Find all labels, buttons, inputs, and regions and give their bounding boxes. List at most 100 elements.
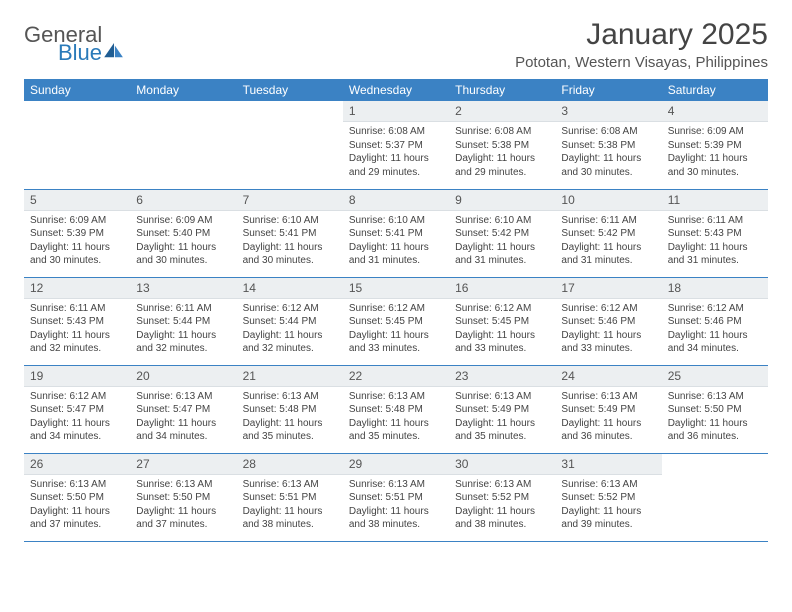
day-detail-line: Sunrise: 6:09 AM	[30, 214, 124, 228]
day-detail-line: Sunset: 5:44 PM	[243, 315, 337, 329]
day-detail-line: Daylight: 11 hours	[455, 329, 549, 343]
day-detail-line: Daylight: 11 hours	[243, 329, 337, 343]
day-details: Sunrise: 6:12 AMSunset: 5:44 PMDaylight:…	[237, 299, 343, 360]
day-detail-line: Sunrise: 6:08 AM	[349, 125, 443, 139]
day-details: Sunrise: 6:12 AMSunset: 5:47 PMDaylight:…	[24, 387, 130, 448]
calendar-day-cell: 10Sunrise: 6:11 AMSunset: 5:42 PMDayligh…	[555, 189, 661, 277]
day-number: 23	[449, 366, 555, 387]
day-detail-line: Sunrise: 6:13 AM	[561, 390, 655, 404]
calendar-day-cell: 1Sunrise: 6:08 AMSunset: 5:37 PMDaylight…	[343, 101, 449, 189]
day-details: Sunrise: 6:13 AMSunset: 5:48 PMDaylight:…	[343, 387, 449, 448]
day-detail-line: and 29 minutes.	[349, 166, 443, 180]
calendar-day-cell	[662, 453, 768, 541]
day-details: Sunrise: 6:13 AMSunset: 5:50 PMDaylight:…	[662, 387, 768, 448]
day-detail-line: Daylight: 11 hours	[561, 241, 655, 255]
day-detail-line: Sunset: 5:48 PM	[349, 403, 443, 417]
calendar-day-cell: 7Sunrise: 6:10 AMSunset: 5:41 PMDaylight…	[237, 189, 343, 277]
day-detail-line: Sunrise: 6:11 AM	[30, 302, 124, 316]
header: GeneralBlue January 2025 Pototan, Wester…	[24, 18, 768, 71]
calendar-day-cell: 19Sunrise: 6:12 AMSunset: 5:47 PMDayligh…	[24, 365, 130, 453]
day-detail-line: Daylight: 11 hours	[455, 152, 549, 166]
day-detail-line: Sunset: 5:45 PM	[455, 315, 549, 329]
day-detail-line: and 30 minutes.	[561, 166, 655, 180]
day-details: Sunrise: 6:10 AMSunset: 5:42 PMDaylight:…	[449, 211, 555, 272]
day-detail-line: Sunset: 5:41 PM	[243, 227, 337, 241]
calendar-day-cell: 14Sunrise: 6:12 AMSunset: 5:44 PMDayligh…	[237, 277, 343, 365]
day-number: 14	[237, 278, 343, 299]
calendar-day-cell: 3Sunrise: 6:08 AMSunset: 5:38 PMDaylight…	[555, 101, 661, 189]
calendar-day-cell	[24, 101, 130, 189]
day-detail-line: Sunrise: 6:09 AM	[136, 214, 230, 228]
month-title: January 2025	[515, 18, 768, 52]
day-detail-line: Daylight: 11 hours	[668, 241, 762, 255]
day-detail-line: and 31 minutes.	[349, 254, 443, 268]
day-number: 4	[662, 101, 768, 122]
day-number: 13	[130, 278, 236, 299]
day-detail-line: Daylight: 11 hours	[561, 505, 655, 519]
day-detail-line: and 34 minutes.	[30, 430, 124, 444]
calendar-week-row: 19Sunrise: 6:12 AMSunset: 5:47 PMDayligh…	[24, 365, 768, 453]
day-detail-line: Sunrise: 6:10 AM	[243, 214, 337, 228]
day-number: 19	[24, 366, 130, 387]
day-details: Sunrise: 6:09 AMSunset: 5:39 PMDaylight:…	[24, 211, 130, 272]
day-detail-line: Sunset: 5:48 PM	[243, 403, 337, 417]
day-details: Sunrise: 6:12 AMSunset: 5:45 PMDaylight:…	[449, 299, 555, 360]
day-detail-line: Daylight: 11 hours	[30, 329, 124, 343]
day-details: Sunrise: 6:13 AMSunset: 5:50 PMDaylight:…	[24, 475, 130, 536]
title-block: January 2025 Pototan, Western Visayas, P…	[515, 18, 768, 71]
day-detail-line: and 34 minutes.	[668, 342, 762, 356]
logo-text-blue: Blue	[58, 42, 102, 64]
day-detail-line: and 35 minutes.	[349, 430, 443, 444]
day-number: 8	[343, 190, 449, 211]
day-number: 16	[449, 278, 555, 299]
day-details: Sunrise: 6:10 AMSunset: 5:41 PMDaylight:…	[237, 211, 343, 272]
day-detail-line: Daylight: 11 hours	[136, 505, 230, 519]
calendar-day-cell	[237, 101, 343, 189]
day-detail-line: Sunrise: 6:11 AM	[668, 214, 762, 228]
day-detail-line: Sunrise: 6:13 AM	[136, 478, 230, 492]
day-detail-line: Sunrise: 6:13 AM	[349, 390, 443, 404]
day-detail-line: Sunrise: 6:12 AM	[349, 302, 443, 316]
weekday-header: Thursday	[449, 79, 555, 101]
calendar-day-cell: 8Sunrise: 6:10 AMSunset: 5:41 PMDaylight…	[343, 189, 449, 277]
calendar-table: SundayMondayTuesdayWednesdayThursdayFrid…	[24, 79, 768, 542]
calendar-body: 1Sunrise: 6:08 AMSunset: 5:37 PMDaylight…	[24, 101, 768, 541]
day-number: 18	[662, 278, 768, 299]
logo-row2: Blue	[60, 42, 124, 64]
day-detail-line: Sunrise: 6:12 AM	[561, 302, 655, 316]
day-detail-line: Daylight: 11 hours	[136, 241, 230, 255]
day-number: 28	[237, 454, 343, 475]
day-detail-line: Daylight: 11 hours	[561, 417, 655, 431]
day-detail-line: Daylight: 11 hours	[136, 329, 230, 343]
day-detail-line: Daylight: 11 hours	[349, 329, 443, 343]
day-detail-line: and 38 minutes.	[349, 518, 443, 532]
day-detail-line: Sunset: 5:47 PM	[136, 403, 230, 417]
calendar-week-row: 12Sunrise: 6:11 AMSunset: 5:43 PMDayligh…	[24, 277, 768, 365]
day-detail-line: Sunrise: 6:13 AM	[243, 390, 337, 404]
day-detail-line: Sunset: 5:45 PM	[349, 315, 443, 329]
day-details: Sunrise: 6:11 AMSunset: 5:43 PMDaylight:…	[24, 299, 130, 360]
day-detail-line: Sunset: 5:49 PM	[561, 403, 655, 417]
day-details: Sunrise: 6:11 AMSunset: 5:44 PMDaylight:…	[130, 299, 236, 360]
day-detail-line: and 30 minutes.	[30, 254, 124, 268]
day-number: 30	[449, 454, 555, 475]
calendar-day-cell: 2Sunrise: 6:08 AMSunset: 5:38 PMDaylight…	[449, 101, 555, 189]
day-number: 2	[449, 101, 555, 122]
day-detail-line: and 30 minutes.	[668, 166, 762, 180]
day-detail-line: Daylight: 11 hours	[243, 241, 337, 255]
day-detail-line: Sunset: 5:39 PM	[30, 227, 124, 241]
day-detail-line: Sunset: 5:52 PM	[561, 491, 655, 505]
day-detail-line: Sunset: 5:52 PM	[455, 491, 549, 505]
day-detail-line: and 33 minutes.	[349, 342, 443, 356]
day-detail-line: Sunset: 5:51 PM	[243, 491, 337, 505]
day-detail-line: Sunset: 5:50 PM	[136, 491, 230, 505]
day-detail-line: Daylight: 11 hours	[455, 241, 549, 255]
day-detail-line: Daylight: 11 hours	[561, 152, 655, 166]
day-detail-line: Sunset: 5:40 PM	[136, 227, 230, 241]
calendar-day-cell: 24Sunrise: 6:13 AMSunset: 5:49 PMDayligh…	[555, 365, 661, 453]
day-detail-line: Sunrise: 6:11 AM	[136, 302, 230, 316]
calendar-day-cell: 12Sunrise: 6:11 AMSunset: 5:43 PMDayligh…	[24, 277, 130, 365]
day-number: 31	[555, 454, 661, 475]
day-detail-line: Sunrise: 6:13 AM	[455, 390, 549, 404]
calendar-day-cell: 4Sunrise: 6:09 AMSunset: 5:39 PMDaylight…	[662, 101, 768, 189]
